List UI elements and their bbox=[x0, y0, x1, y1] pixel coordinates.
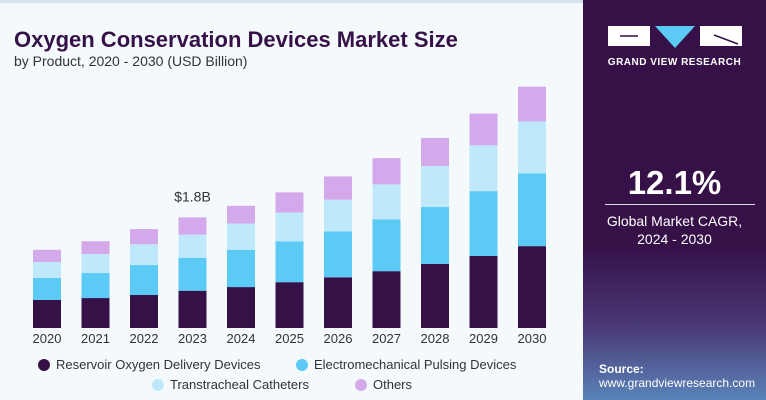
x-tick-label: 2022 bbox=[130, 331, 159, 346]
source: Source: www.grandviewresearch.com bbox=[599, 362, 755, 390]
legend-item-reservoir: Reservoir Oxygen Delivery Devices bbox=[38, 357, 260, 372]
bar-segment-others-2028 bbox=[421, 137, 449, 167]
bar-chart: 2020 2021 2022 2023 $1.8B 2024 2025 2026 2027 202… bbox=[33, 86, 547, 346]
legend-item-others: Others bbox=[355, 377, 412, 392]
grand-view-research-logo bbox=[608, 26, 742, 48]
chart-panel: Oxygen Conservation Devices Market Size … bbox=[0, 0, 583, 392]
bar-segment-reservoir-2024 bbox=[227, 287, 255, 328]
bar-segment-electro-2025 bbox=[275, 241, 304, 283]
bar-segment-reservoir-2025 bbox=[275, 282, 304, 328]
bar-segment-electro-2028 bbox=[421, 207, 449, 264]
bar-segment-reservoir-2021 bbox=[81, 298, 110, 328]
cagr-value: 12.1% bbox=[627, 164, 722, 201]
bar-segment-electro-2029 bbox=[469, 191, 498, 256]
bar-segment-reservoir-2026 bbox=[324, 277, 352, 328]
bar-segment-trans-2020 bbox=[33, 262, 61, 278]
x-tick-label: 2021 bbox=[81, 331, 110, 346]
info-panel: GRAND VIEW RESEARCH 12.1% Global Market … bbox=[583, 0, 766, 400]
cagr-label-line2: 2024 - 2030 bbox=[637, 231, 712, 247]
legend-swatch bbox=[152, 378, 164, 391]
bar-segment-electro-2020 bbox=[33, 277, 61, 300]
bar-segment-others-2023 bbox=[178, 217, 207, 235]
x-tick-label: 2027 bbox=[372, 331, 401, 346]
bar-segment-reservoir-2027 bbox=[372, 271, 401, 328]
bar-segment-electro-2026 bbox=[324, 231, 352, 278]
cagr-label-line1: Global Market CAGR, bbox=[606, 213, 743, 229]
bar-segment-electro-2022 bbox=[130, 265, 158, 296]
bar-segment-reservoir-2023 bbox=[178, 290, 207, 328]
bar-segment-reservoir-2020 bbox=[33, 299, 61, 328]
bar-segment-reservoir-2022 bbox=[130, 295, 158, 328]
bar-segment-reservoir-2029 bbox=[469, 255, 498, 328]
bar-segment-trans-2024 bbox=[227, 223, 255, 250]
cagr-label: Global Market CAGR, 2024 - 2030 bbox=[583, 212, 766, 248]
x-tick-label: 2028 bbox=[421, 331, 450, 346]
legend-label: Transtracheal Catheters bbox=[170, 377, 309, 392]
x-tick-label: 2024 bbox=[227, 331, 256, 346]
bar-segment-trans-2021 bbox=[81, 254, 110, 274]
legend-label: Reservoir Oxygen Delivery Devices bbox=[56, 357, 261, 372]
data-label: $1.8B bbox=[174, 188, 211, 204]
bar-segment-electro-2030 bbox=[518, 173, 546, 247]
bar-segment-trans-2028 bbox=[421, 166, 449, 208]
bar-segment-others-2020 bbox=[33, 249, 61, 263]
bar-segment-electro-2021 bbox=[81, 273, 110, 299]
x-tick-label: 2020 bbox=[33, 331, 62, 346]
bar-segment-reservoir-2028 bbox=[421, 263, 449, 328]
bar-segment-trans-2026 bbox=[324, 199, 352, 232]
bar-segment-reservoir-2030 bbox=[518, 246, 546, 328]
divider bbox=[605, 204, 755, 205]
bar-segment-trans-2027 bbox=[372, 184, 401, 220]
legend-item-trans: Transtracheal Catheters bbox=[152, 377, 309, 392]
bar-segment-electro-2027 bbox=[372, 219, 401, 272]
x-tick-label: 2029 bbox=[469, 331, 498, 346]
x-tick-label: 2025 bbox=[275, 331, 304, 346]
bar-segment-trans-2029 bbox=[469, 145, 498, 192]
source-url[interactable]: www.grandviewresearch.com bbox=[599, 376, 756, 390]
bar-segment-others-2026 bbox=[324, 176, 352, 200]
bar-segment-electro-2024 bbox=[227, 249, 255, 288]
bar-segment-others-2027 bbox=[372, 158, 401, 185]
bar-segment-electro-2023 bbox=[178, 257, 207, 291]
x-tick-label: 2023 bbox=[178, 331, 207, 346]
bar-segment-trans-2022 bbox=[130, 244, 158, 266]
legend-label: Others bbox=[373, 377, 413, 392]
bar-segment-others-2021 bbox=[81, 241, 110, 255]
legend-swatch bbox=[296, 358, 308, 371]
chart-title: Oxygen Conservation Devices Market Size bbox=[14, 27, 458, 52]
chart-subtitle: by Product, 2020 - 2030 (USD Billion) bbox=[14, 53, 248, 69]
bar-segment-trans-2030 bbox=[518, 121, 546, 174]
brand-name: GRAND VIEW RESEARCH bbox=[607, 57, 742, 68]
x-tick-label: 2030 bbox=[518, 331, 547, 346]
legend-swatch bbox=[355, 378, 367, 391]
legend-swatch bbox=[38, 358, 50, 371]
bar-segment-others-2029 bbox=[469, 113, 498, 146]
bar-segment-trans-2025 bbox=[275, 212, 304, 242]
x-tick-label: 2026 bbox=[324, 331, 353, 346]
bar-segment-others-2022 bbox=[130, 229, 158, 245]
legend-label: Electromechanical Pulsing Devices bbox=[314, 357, 517, 372]
legend-item-electro: Electromechanical Pulsing Devices bbox=[296, 357, 516, 372]
bar-segment-others-2030 bbox=[518, 86, 546, 122]
bar-segment-others-2025 bbox=[275, 192, 304, 213]
bar-segment-trans-2023 bbox=[178, 234, 207, 258]
source-label: Source: bbox=[599, 362, 644, 376]
bar-segment-others-2024 bbox=[227, 205, 255, 224]
